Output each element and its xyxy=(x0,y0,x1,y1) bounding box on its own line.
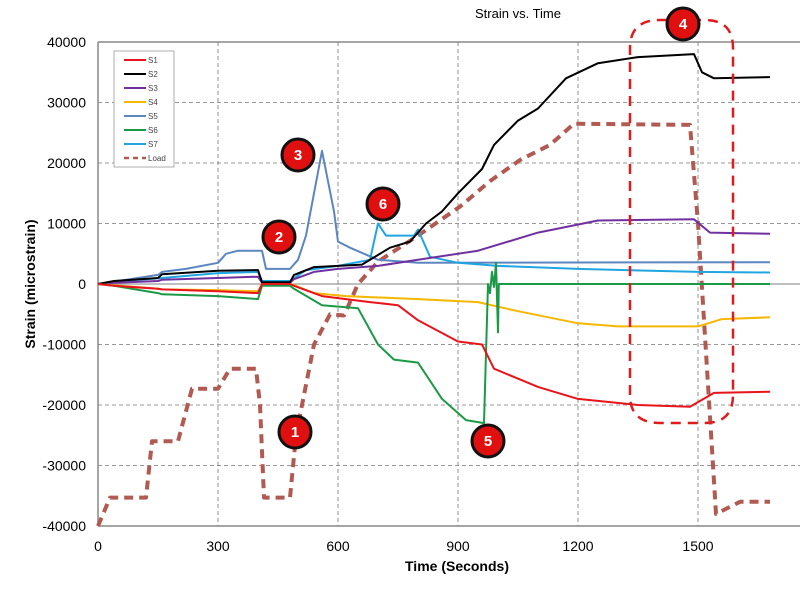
annotation-label: 1 xyxy=(291,424,299,441)
annotation-marker-5: 5 xyxy=(470,423,506,459)
series-line-s1 xyxy=(97,283,771,408)
annotation-label: 6 xyxy=(379,196,387,213)
legend-label-s4: S4 xyxy=(148,98,158,107)
legend: S1 S2 S3 S4 S5 S6 S7 Load xyxy=(113,50,175,168)
annotations: 1 2 3 4 5 6 xyxy=(261,6,735,459)
series-line-s5 xyxy=(97,149,771,285)
legend-label-s6: S6 xyxy=(148,126,158,135)
annotation-label: 2 xyxy=(275,229,283,246)
y-tick-label: -20000 xyxy=(42,397,86,413)
x-tick-label: 1500 xyxy=(682,538,713,554)
x-ticks: 0 300 600 900 1200 1500 xyxy=(94,538,714,554)
series-line-s3 xyxy=(97,218,771,285)
legend-label-load: Load xyxy=(148,154,166,163)
annotation-circle xyxy=(665,6,701,42)
y-tick-label: 20000 xyxy=(47,155,86,171)
x-tick-label: 1200 xyxy=(562,538,593,554)
legend-label-s5: S5 xyxy=(148,112,158,121)
annotation-marker-4: 4 xyxy=(665,6,701,42)
x-tick-label: 900 xyxy=(446,538,470,554)
annotation-label: 4 xyxy=(679,16,688,33)
x-tick-label: 600 xyxy=(326,538,350,554)
annotation-marker-1: 1 xyxy=(277,414,313,450)
annotation-marker-2: 2 xyxy=(261,219,297,255)
y-tick-label: 30000 xyxy=(47,95,86,111)
chart-title: Strain vs. Time xyxy=(475,6,561,21)
annotation-circle xyxy=(261,219,297,255)
annotation-circle xyxy=(470,423,506,459)
annotation-circle xyxy=(277,414,313,450)
annotation-marker-6: 6 xyxy=(365,186,401,222)
annotation-marker-3: 3 xyxy=(280,137,316,173)
series-line-s7 xyxy=(97,222,771,285)
y-ticks: 40000 30000 20000 10000 0 -10000 -20000 -30000 -… xyxy=(42,34,86,534)
legend-label-s2: S2 xyxy=(148,70,158,79)
highlight-dashed-box xyxy=(628,18,735,425)
series-line-s2 xyxy=(97,53,771,285)
x-tick-label: 0 xyxy=(94,538,102,554)
y-tick-label: 0 xyxy=(78,276,86,292)
annotation-label: 5 xyxy=(484,433,492,450)
annotation-label: 3 xyxy=(294,147,302,164)
legend-label-s3: S3 xyxy=(148,84,158,93)
y-axis-label: Strain (microstrain) xyxy=(22,219,38,348)
legend-label-s7: S7 xyxy=(148,140,158,149)
y-tick-label: -30000 xyxy=(42,458,86,474)
x-axis-label: Time (Seconds) xyxy=(405,558,509,574)
annotation-circle xyxy=(280,137,316,173)
y-tick-label: -40000 xyxy=(42,518,86,534)
series-lines xyxy=(96,53,771,527)
annotation-circle xyxy=(365,186,401,222)
series-line-s6 xyxy=(97,261,770,425)
x-tick-label: 300 xyxy=(206,538,230,554)
y-tick-label: 10000 xyxy=(47,216,86,232)
legend-box xyxy=(113,50,175,168)
y-tick-label: 40000 xyxy=(47,34,86,50)
legend-label-s1: S1 xyxy=(148,56,158,65)
y-tick-label: -10000 xyxy=(42,337,86,353)
series-line-load xyxy=(96,121,770,527)
